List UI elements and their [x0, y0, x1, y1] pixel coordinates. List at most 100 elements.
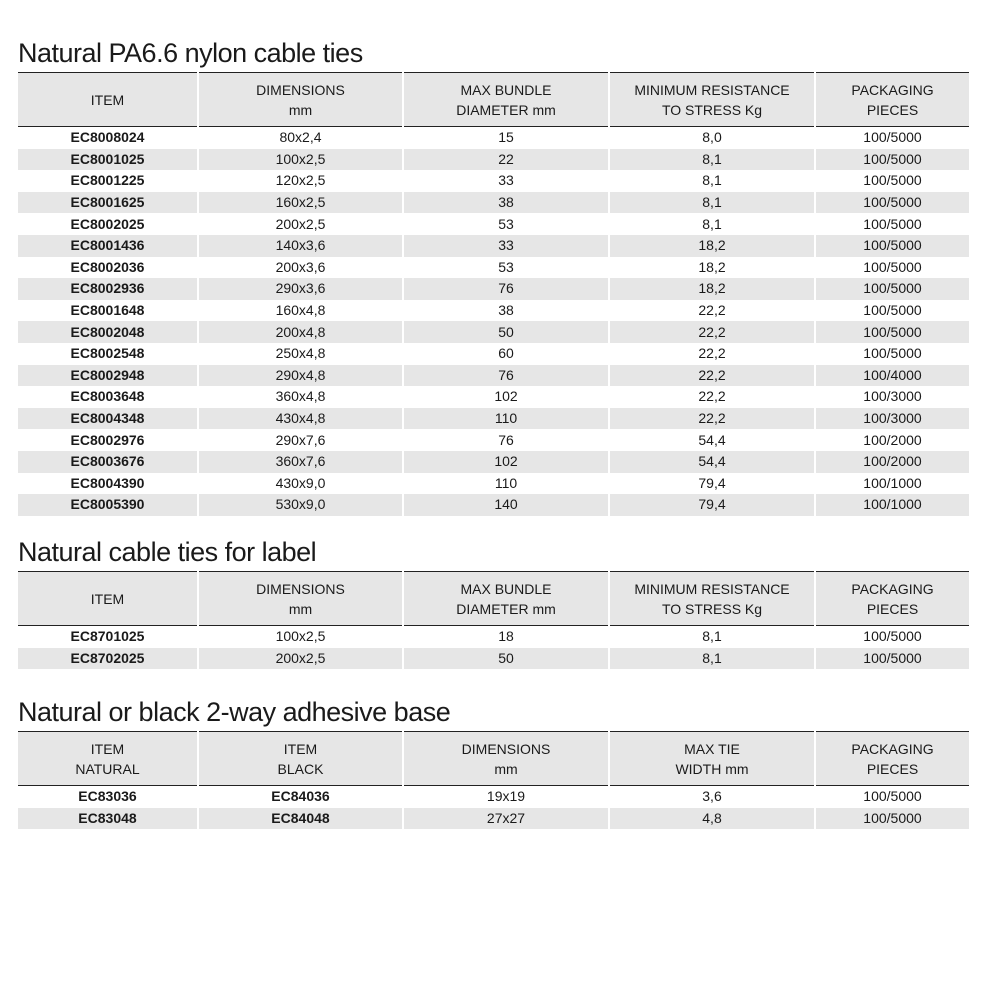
table-cell: 430x9,0: [197, 472, 403, 495]
header-row: ITEM DIMENSIONS mm MAX BUNDLE DIAMETER mm M…: [18, 571, 969, 626]
table-cell: EC8003648: [70, 388, 145, 405]
table-cell: 100/5000: [814, 807, 969, 830]
table-cell: 530x9,0: [197, 494, 403, 516]
table-cell: 100x2,5: [197, 625, 403, 648]
column-header: PACKAGING PIECES: [814, 731, 969, 786]
table-cell: 360x7,6: [197, 450, 403, 473]
table-cell: 38: [402, 299, 609, 322]
table-cell: EC8002936: [18, 278, 198, 300]
spec-table: ITEM NATURAL ITEM BLACK DIMENSIONS mm MAX T…: [18, 731, 969, 830]
column-header: DIMENSIONS mm: [197, 571, 403, 626]
table-row: EC83048 EC84048 27x27 4,8 100/5000: [18, 807, 969, 830]
table-cell: 22,2: [608, 321, 815, 343]
column-header: PACKAGING PIECES: [814, 72, 969, 127]
table-cell: 76: [402, 429, 609, 451]
table-cell: 100/5000: [814, 148, 969, 171]
table-cell: 290x3,6: [197, 278, 403, 300]
table-cell: EC8004348: [18, 407, 198, 430]
table-row: EC8002025 200x2,5 53 8,1 100/5000: [18, 213, 969, 235]
table-cell: 22,2: [608, 364, 815, 387]
table-cell: 53: [402, 256, 609, 279]
section-nylon-cable-ties: Natural PA6.6 nylon cable ties ITEM DIMENS…: [18, 36, 969, 516]
table-cell: 22,2: [608, 407, 815, 430]
table-cell: 100/3000: [814, 386, 969, 408]
table-cell: EC8701025: [70, 628, 145, 645]
table-cell: 102: [402, 450, 609, 473]
table-cell: EC84048: [197, 807, 403, 830]
table-cell: 430x4,8: [197, 407, 403, 430]
table-cell: 100/1000: [814, 494, 969, 516]
table-cell: 100/5000: [814, 625, 969, 648]
section-title: Natural cable ties for label: [18, 537, 317, 567]
table-cell: 19x19: [402, 785, 609, 808]
table-cell: 27x27: [402, 807, 609, 830]
table-cell: 18,2: [608, 234, 815, 257]
table-cell: 8,0: [608, 126, 815, 149]
table-row: EC8002936 290x3,6 76 18,2 100/5000: [18, 278, 969, 300]
table-cell: 200x2,5: [197, 213, 403, 235]
table-cell: 50: [402, 647, 609, 670]
column-header: ITEM: [18, 571, 198, 626]
table-cell: EC8008024: [70, 129, 145, 146]
section-title: Natural or black 2-way adhesive base: [18, 697, 451, 727]
table-cell: 290x4,8: [197, 364, 403, 387]
table-cell: 290x7,6: [197, 429, 403, 451]
table-row: EC8001436 140x3,6 33 18,2 100/5000: [18, 234, 969, 257]
table-cell: 3,6: [608, 785, 815, 808]
table-cell: 110: [402, 407, 609, 430]
table-cell: EC8003676: [18, 450, 198, 473]
table-cell: 8,1: [608, 191, 815, 214]
table-cell: EC84036: [197, 785, 403, 808]
column-header: DIMENSIONS mm: [402, 731, 609, 786]
table-cell: 50: [402, 321, 609, 343]
table-cell: 360x4,8: [197, 386, 403, 408]
table-row: EC8003648 360x4,8 102 22,2 100/3000: [18, 386, 969, 408]
table-row: EC8701025 100x2,5 18 8,1 100/5000: [18, 625, 969, 648]
table-cell: 100/5000: [814, 126, 969, 149]
table-cell: 4,8: [608, 807, 815, 830]
column-header: ITEM BLACK: [197, 731, 403, 786]
table-cell: 18,2: [608, 278, 815, 300]
table-row: EC8002036 200x3,6 53 18,2 100/5000: [18, 256, 969, 279]
table-cell: 100/5000: [814, 299, 969, 322]
table-cell: 100/5000: [814, 321, 969, 343]
table-cell: 53: [402, 213, 609, 235]
table-cell: 22,2: [608, 342, 815, 365]
table-cell: 100/5000: [814, 647, 969, 670]
table-cell: 110: [402, 472, 609, 495]
table-cell: 100x2,5: [197, 148, 403, 171]
column-header: MAX TIE WIDTH mm: [608, 731, 815, 786]
table-cell: 54,4: [608, 450, 815, 473]
table-cell: 100/5000: [814, 213, 969, 235]
table-row: EC8001648 160x4,8 38 22,2 100/5000: [18, 299, 969, 322]
table-row: EC8002548 250x4,8 60 22,2 100/5000: [18, 342, 969, 365]
table-cell: 22,2: [608, 386, 815, 408]
table-cell: EC8002025: [70, 215, 145, 232]
table-cell: 60: [402, 342, 609, 365]
table-cell: 140x3,6: [197, 234, 403, 257]
table-cell: 54,4: [608, 429, 815, 451]
table-cell: 15: [402, 126, 609, 149]
section-adhesive-base: Natural or black 2-way adhesive base ITEM…: [18, 695, 969, 830]
table-cell: 8,1: [608, 213, 815, 235]
table-row: EC8004390 430x9,0 110 79,4 100/1000: [18, 472, 969, 495]
table-cell: EC8002976: [70, 431, 145, 448]
table-cell: 8,1: [608, 148, 815, 171]
table-cell: 120x2,5: [197, 170, 403, 192]
table-cell: 100/5000: [814, 234, 969, 257]
section-title: Natural PA6.6 nylon cable ties: [18, 38, 363, 68]
column-header: MINIMUM RESISTANCE TO STRESS Kg: [608, 72, 815, 127]
table-row: EC8702025 200x2,5 50 8,1 100/5000: [18, 647, 969, 670]
table-cell: 160x2,5: [197, 191, 403, 214]
spec-table: ITEM DIMENSIONS mm MAX BUNDLE DIAMETER mm M…: [18, 72, 969, 516]
column-header: ITEM NATURAL: [18, 731, 198, 786]
table-cell: EC8001648: [70, 302, 145, 319]
table-cell: 100/1000: [814, 472, 969, 495]
column-header: MAX BUNDLE DIAMETER mm: [402, 571, 609, 626]
table-cell: 250x4,8: [197, 342, 403, 365]
table-cell: EC8002948: [18, 364, 198, 387]
table-row: EC8008024 80x2,4 15 8,0 100/5000: [18, 126, 969, 149]
table-cell: EC83048: [18, 807, 198, 830]
table-cell: EC8001225: [70, 172, 145, 189]
table-cell: 76: [402, 364, 609, 387]
